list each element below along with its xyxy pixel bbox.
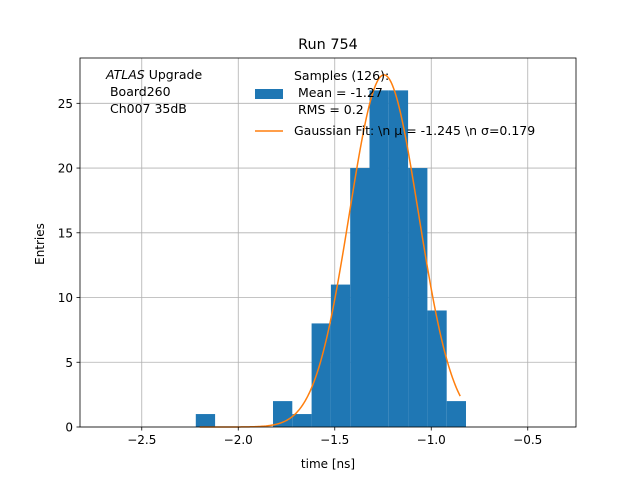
x-axis-label: time [ns] [301,457,355,471]
x-tick-label: −2.0 [224,433,253,447]
y-tick-label: 25 [58,97,73,111]
channel-label: Ch007 35dB [106,101,187,116]
plot-frame [79,57,577,428]
histogram-bar [350,168,370,428]
histogram-bar [330,284,351,427]
legend-histogram-label: Samples (126): [294,68,389,83]
y-tick-label: 20 [58,162,73,176]
x-tick-label: −1.5 [320,433,349,447]
histogram-bars [195,90,466,428]
x-tick-label: −2.5 [127,433,156,447]
x-tick-label: −0.5 [513,433,542,447]
x-tick-label: −1.0 [417,433,446,447]
legend-mean-label: Mean = -1.27 [294,85,383,100]
y-axis-label: Entries [33,223,47,265]
svg-text:ATLAS Upgrade: ATLAS Upgrade [105,67,202,82]
histogram-bar [292,414,312,427]
y-tick-label: 0 [65,421,73,435]
legend: Samples (126): Mean = -1.27 RMS = 0.2 Ga… [255,68,535,138]
legend-fit-label: Gaussian Fit: \n μ = -1.245 \n σ=0.179 [294,123,535,138]
atlas-label: ATLAS [105,67,145,82]
histogram-bar [388,90,409,428]
histogram-bar [446,401,466,427]
axis-ticks: −2.5 −2.0 −1.5 −1.0 −0.5 0 5 10 15 20 25 [58,97,543,447]
y-tick-label: 5 [65,356,73,370]
board-label: Board260 [106,84,171,99]
histogram-bar [369,90,389,428]
histogram-bar [272,401,293,427]
y-tick-label: 15 [58,226,73,240]
chart-title: Run 754 [298,37,358,53]
upgrade-label: Upgrade [145,67,203,82]
atlas-annotation: ATLAS Upgrade Board260 Ch007 35dB [105,67,202,116]
y-tick-label: 10 [58,291,73,305]
legend-rms-label: RMS = 0.2 [294,102,364,117]
histogram-bar [427,310,447,427]
histogram-bar [408,168,428,428]
histogram-bar [311,323,331,427]
legend-histogram-swatch [255,89,283,99]
histogram-bar [195,414,216,427]
